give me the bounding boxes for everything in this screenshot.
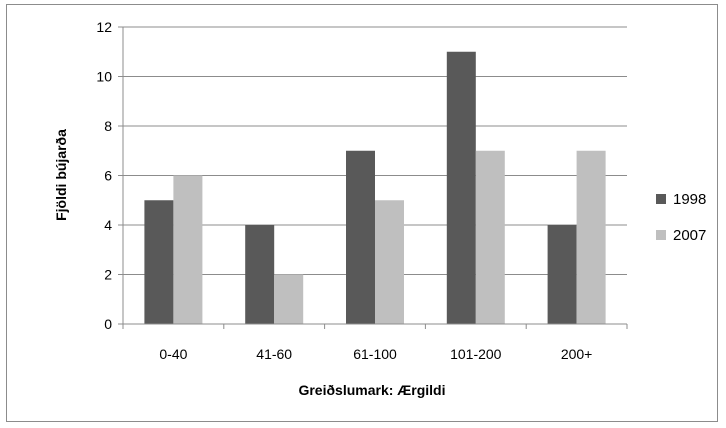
legend: 1998 2007 bbox=[656, 191, 706, 244]
y-tick-label: 6 bbox=[104, 168, 112, 184]
x-axis: 0-40 41-60 61-100 101-200 200+ bbox=[122, 323, 628, 362]
bars bbox=[144, 51, 606, 324]
y-tick-label: 2 bbox=[104, 267, 112, 283]
legend-label-2007: 2007 bbox=[673, 227, 706, 244]
bar-1998-200+ bbox=[547, 225, 577, 324]
y-tick-label: 4 bbox=[104, 217, 112, 233]
x-tick-label: 101-200 bbox=[450, 346, 502, 362]
bar-1998-61-100 bbox=[346, 150, 375, 324]
bar-1998-101-200 bbox=[446, 51, 476, 324]
y-tick-label: 10 bbox=[96, 69, 112, 85]
bar-1998-41-60 bbox=[245, 225, 275, 324]
y-tick-label: 0 bbox=[104, 316, 112, 332]
legend-label-1998: 1998 bbox=[673, 191, 706, 208]
bar-1998-0-40 bbox=[144, 200, 174, 324]
y-tick-label: 12 bbox=[96, 19, 112, 35]
x-axis-title: Greiðslumark: Ærgildi bbox=[298, 382, 445, 398]
y-tick-label: 8 bbox=[104, 118, 112, 134]
bar-2007-41-60 bbox=[274, 274, 304, 324]
bar-2007-0-40 bbox=[173, 175, 203, 324]
bar-2007-101-200 bbox=[475, 150, 505, 324]
bar-2007-61-100 bbox=[375, 200, 404, 324]
y-axis: 0 2 4 6 8 10 12 bbox=[96, 19, 124, 332]
x-tick-label: 41-60 bbox=[256, 346, 292, 362]
bar-2007-200+ bbox=[576, 150, 606, 324]
gridlines bbox=[123, 26, 627, 275]
legend-swatch-2007 bbox=[656, 230, 666, 240]
x-tick-label: 200+ bbox=[561, 346, 593, 362]
x-tick-label: 0-40 bbox=[159, 346, 187, 362]
y-axis-title: Fjöldi bújarða bbox=[53, 129, 69, 221]
x-tick-label: 61-100 bbox=[353, 346, 397, 362]
legend-swatch-1998 bbox=[656, 194, 666, 204]
